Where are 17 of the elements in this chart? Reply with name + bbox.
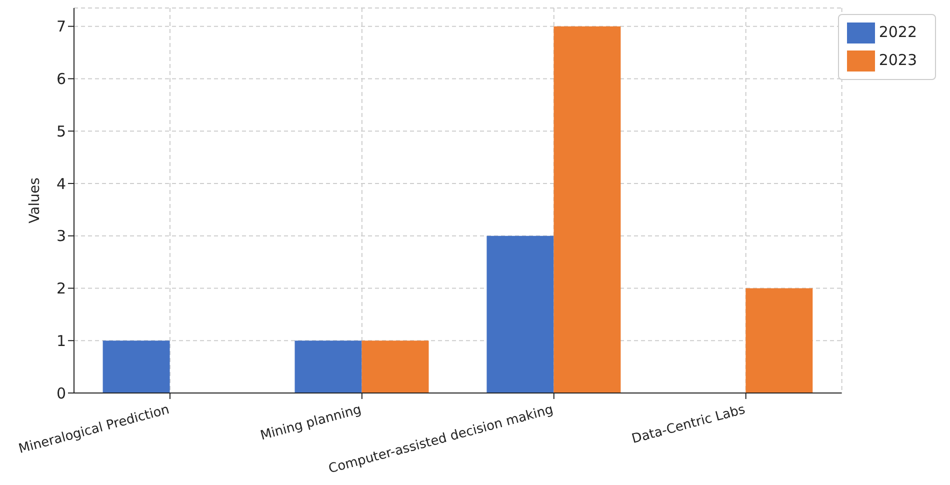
bar [746, 288, 813, 393]
y-tick-label: 2 [56, 280, 66, 298]
bar [294, 340, 362, 393]
bar [362, 340, 429, 393]
y-tick-label: 0 [56, 384, 66, 402]
y-tick-label: 3 [56, 227, 66, 246]
y-tick-label: 4 [56, 174, 66, 193]
y-tick-label: 7 [56, 18, 66, 36]
legend-label: 2023 [878, 51, 917, 70]
legend-label: 2022 [878, 23, 917, 42]
bar [102, 340, 170, 393]
bar [554, 26, 621, 393]
y-axis-title: Values [26, 178, 43, 224]
y-tick-label: 6 [56, 70, 66, 88]
y-tick-label: 5 [56, 122, 66, 140]
y-tick-label: 1 [56, 332, 66, 350]
bar [486, 236, 554, 393]
